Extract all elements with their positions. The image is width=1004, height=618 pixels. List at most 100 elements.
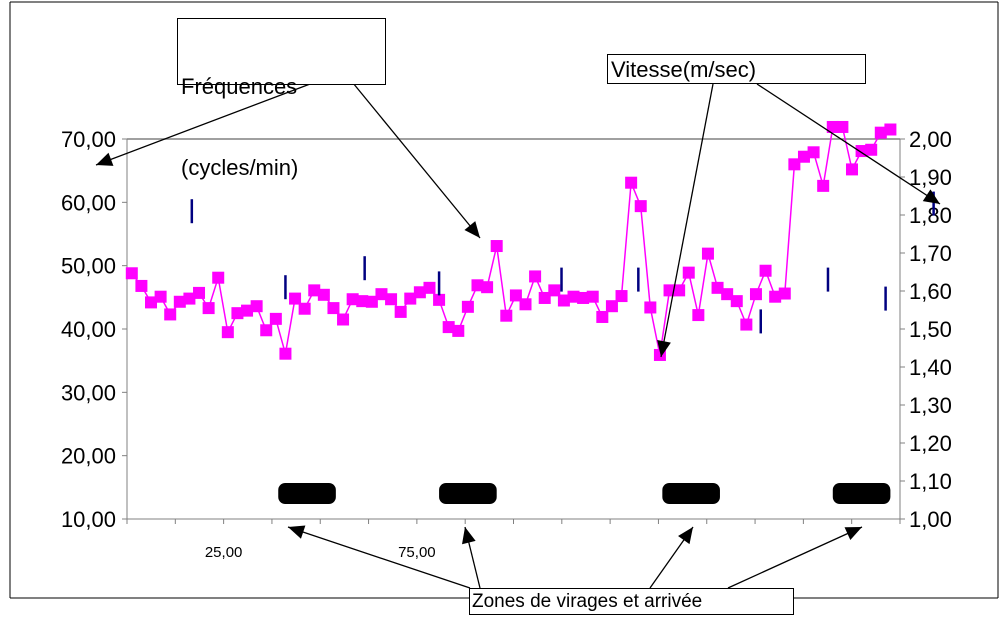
frequency-point	[749, 288, 762, 301]
arrow-speed-right-head	[922, 189, 940, 204]
y-right-tick-label: 2,00	[909, 127, 952, 152]
turn-zone-bar	[278, 483, 336, 504]
frequency-point	[481, 281, 494, 294]
vitesse-annotation: Vitesse(m/sec)	[607, 54, 866, 84]
frequency-point	[548, 284, 561, 297]
frequency-point	[836, 120, 849, 133]
arrow-freq-plot-head	[464, 221, 480, 238]
arrow-speed-plot-head	[657, 339, 671, 357]
frequency-point	[625, 176, 638, 189]
frequency-point	[452, 324, 465, 337]
frequency-point	[241, 304, 254, 317]
frequency-point	[375, 288, 388, 301]
frequency-point	[845, 163, 858, 176]
y-right-tick-label: 1,60	[909, 279, 952, 304]
frequency-point	[490, 240, 503, 253]
frequency-point	[701, 247, 714, 260]
frequency-point	[461, 300, 474, 313]
y-left-tick-label: 10,00	[61, 507, 116, 532]
frequency-point	[500, 309, 513, 322]
frequency-point	[183, 292, 196, 305]
y-left-tick-label: 70,00	[61, 127, 116, 152]
frequency-point	[250, 300, 263, 313]
y-right-tick-label: 1,50	[909, 317, 952, 342]
frequency-point	[538, 291, 551, 304]
frequency-point	[260, 324, 273, 337]
frequency-point	[423, 281, 436, 294]
y-left-tick-label: 40,00	[61, 317, 116, 342]
frequency-point	[586, 290, 599, 303]
frequency-point	[433, 293, 446, 306]
y-left-tick-label: 30,00	[61, 380, 116, 405]
arrow-freq-left-head	[96, 152, 114, 166]
frequency-point	[269, 312, 282, 325]
y-right-tick-label: 1,20	[909, 431, 952, 456]
frequency-point	[471, 279, 484, 292]
turn-zones	[278, 483, 891, 504]
y-right-tick-label: 1,00	[909, 507, 952, 532]
frequency-point	[327, 302, 340, 315]
series-layer	[125, 120, 935, 361]
arrow-speed-plot-shaft	[660, 83, 714, 358]
arrow-zone-4-shaft	[727, 526, 863, 589]
frequency-point	[337, 313, 350, 326]
y-right-tick-label: 1,10	[909, 469, 952, 494]
y-right-tick-label: 1,80	[909, 203, 952, 228]
frequency-point	[317, 288, 330, 301]
frequency-point	[730, 295, 743, 308]
frequency-point	[865, 143, 878, 156]
arrow-speed-right-shaft	[756, 83, 941, 205]
frequency-point	[673, 284, 686, 297]
frequency-point	[135, 279, 148, 292]
frequences-annotation: Fréquences (cycles/min)	[177, 18, 386, 180]
frequency-point	[154, 290, 167, 303]
y-right-tick-label: 1,70	[909, 241, 952, 266]
arrow-zone-1-shaft	[287, 526, 471, 589]
frequency-point	[404, 292, 417, 305]
frequency-point	[605, 300, 618, 313]
frequency-point	[615, 290, 628, 303]
frequency-point	[442, 321, 455, 334]
frequency-point	[769, 290, 782, 303]
arrow-freq-left-shaft	[95, 80, 319, 166]
frequency-point	[356, 295, 369, 308]
arrow-zone-4-head	[844, 527, 862, 540]
turn-zone-bar	[439, 483, 497, 504]
turn-zone-bar	[832, 483, 891, 504]
frequency-point	[577, 291, 590, 304]
frequences-line2: (cycles/min)	[181, 155, 299, 180]
frequency-point	[509, 289, 522, 302]
frequency-point	[596, 310, 609, 323]
frequency-point	[298, 302, 311, 315]
frequency-point	[221, 326, 234, 339]
zones-annotation: Zones de virages et arrivée	[469, 588, 794, 615]
frequency-point	[413, 286, 426, 299]
y-left-tick-label: 20,00	[61, 444, 116, 469]
frequency-point	[193, 286, 206, 299]
x-tick-label: 25,00	[205, 544, 243, 561]
frequency-point	[682, 266, 695, 279]
frequency-point	[289, 292, 302, 305]
frequency-point	[394, 305, 407, 318]
arrow-zone-1-head	[288, 525, 306, 539]
frequency-point	[125, 267, 138, 280]
frequency-point	[346, 293, 359, 306]
arrow-zone-2-head	[462, 527, 476, 545]
frequency-point	[644, 301, 657, 314]
frequency-point	[279, 347, 292, 360]
frequency-point	[365, 295, 378, 308]
frequency-point	[884, 123, 897, 136]
y-right-tick-label: 1,40	[909, 355, 952, 380]
y-right-tick-label: 1,30	[909, 393, 952, 418]
frequency-point	[826, 120, 839, 133]
frequency-point	[557, 294, 570, 307]
frequency-point	[788, 158, 801, 171]
frequency-point	[711, 281, 724, 294]
frequency-point	[740, 318, 753, 331]
y-left-tick-label: 50,00	[61, 254, 116, 279]
y-left-tick-label: 60,00	[61, 190, 116, 215]
frequency-point	[385, 293, 398, 306]
turn-zone-bar	[662, 483, 720, 504]
y-right-tick-label: 1,90	[909, 165, 952, 190]
